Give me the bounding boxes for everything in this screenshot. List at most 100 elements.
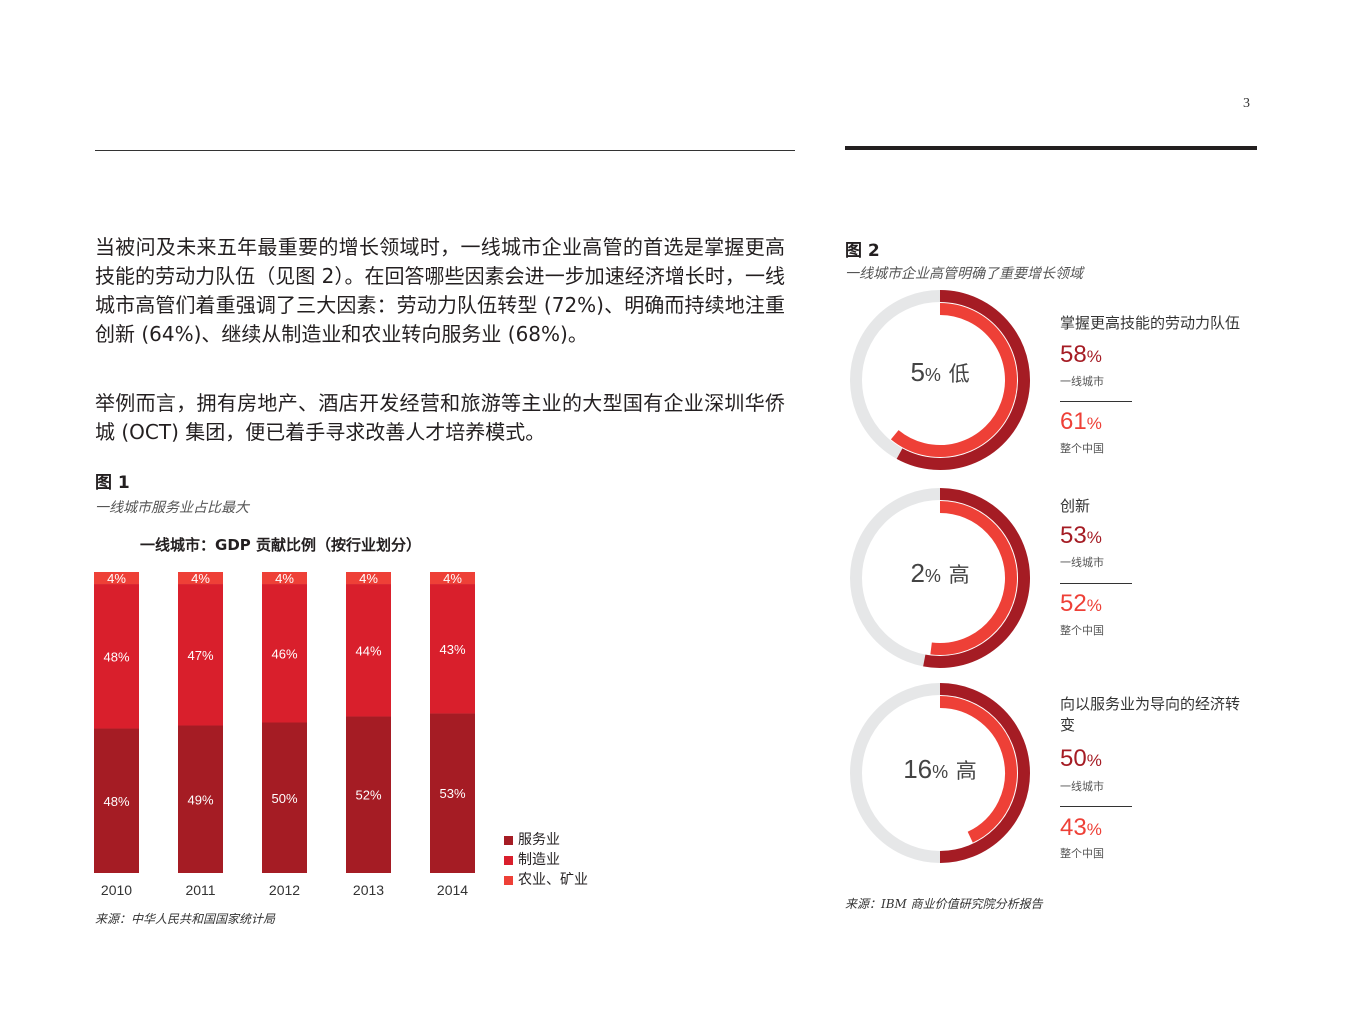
tier1-percent-sign: % xyxy=(1086,751,1102,770)
bar-segment xyxy=(178,572,223,585)
tier1-caption-innovation: 一线城市 xyxy=(1060,556,1104,569)
figure1-source: 来源：中华人民共和国国家统计局 xyxy=(95,912,276,926)
china-arc xyxy=(939,696,1017,843)
data-label: 49% xyxy=(187,792,213,807)
metric-divider xyxy=(1060,806,1132,807)
metric-heading-innovation: 创新 xyxy=(1060,497,1091,515)
x-tick-label: 2012 xyxy=(269,882,300,898)
legend-label-manufacturing: 制造业 xyxy=(518,852,560,868)
tier1-value-innovation: 53% xyxy=(1060,522,1102,550)
legend-item-manufacturing: 制造业 xyxy=(504,850,588,870)
donut-chart-services xyxy=(850,683,1030,863)
tier1-arc xyxy=(896,290,1030,470)
difference-level: 高 xyxy=(955,759,977,783)
x-tick-label: 2014 xyxy=(437,882,468,898)
tier1-number: 53 xyxy=(1060,522,1087,549)
legend-swatch-services xyxy=(504,835,513,845)
bar-segment xyxy=(178,725,223,873)
metric-heading-workforce: 掌握更高技能的劳动力队伍 xyxy=(1060,314,1241,332)
data-label: 47% xyxy=(187,648,213,663)
bar-segment xyxy=(262,584,307,723)
legend-label-services: 服务业 xyxy=(518,832,560,848)
bar-segment xyxy=(346,572,391,585)
header-rule-left xyxy=(95,150,795,151)
china-percent-sign: % xyxy=(1086,414,1102,433)
china-caption-workforce: 整个中国 xyxy=(1060,442,1104,455)
body-paragraph-2: 举例而言，拥有房地产、酒店开发经营和旅游等主业的大型国有企业深圳华侨城 (OCT… xyxy=(95,391,785,444)
donut-chart-workforce xyxy=(850,290,1030,470)
bar-segment xyxy=(94,728,139,873)
data-label: 4% xyxy=(191,571,210,586)
tier1-value-services: 50% xyxy=(1060,745,1102,773)
tier1-caption-workforce: 一线城市 xyxy=(1060,375,1104,388)
china-caption-innovation: 整个中国 xyxy=(1060,624,1104,637)
page-number: 3 xyxy=(1243,96,1250,111)
china-percent-sign: % xyxy=(1086,596,1102,615)
bar-segment xyxy=(94,584,139,729)
china-value-innovation: 52% xyxy=(1060,590,1102,618)
difference-percent-sign: % xyxy=(924,365,941,385)
difference-percent-sign: % xyxy=(932,762,949,782)
tier1-percent-sign: % xyxy=(1086,528,1102,547)
difference-percent-sign: % xyxy=(924,566,941,586)
bar-segment xyxy=(346,716,391,873)
x-tick-label: 2011 xyxy=(185,882,215,898)
tier1-number: 50 xyxy=(1060,745,1087,772)
bar-segment xyxy=(430,713,475,873)
legend-label-agriculture: 农业、矿业 xyxy=(518,872,588,888)
chart-legend: 服务业 制造业 农业、矿业 xyxy=(504,830,588,890)
difference-value: 5 xyxy=(910,357,925,387)
figure2-subtitle: 一线城市企业高管明确了重要增长领域 xyxy=(845,266,1083,282)
metric-divider xyxy=(1060,583,1132,584)
data-label: 52% xyxy=(355,788,381,803)
bar-segment xyxy=(94,572,139,585)
china-value-services: 43% xyxy=(1060,814,1102,842)
metric-divider xyxy=(1060,401,1132,402)
bar-segment xyxy=(262,572,307,585)
legend-item-agriculture: 农业、矿业 xyxy=(504,870,588,890)
bar-segment xyxy=(346,584,391,717)
difference-level: 低 xyxy=(948,362,970,386)
data-label: 50% xyxy=(271,791,297,806)
bar-segment xyxy=(262,722,307,873)
china-arc xyxy=(890,303,1017,457)
tier1-caption-services: 一线城市 xyxy=(1060,780,1104,793)
donut-chart-innovation xyxy=(850,488,1030,668)
tier1-number: 58 xyxy=(1060,341,1087,368)
legend-swatch-manufacturing xyxy=(504,855,513,865)
china-caption-services: 整个中国 xyxy=(1060,847,1104,860)
data-label: 4% xyxy=(443,571,462,586)
legend-swatch-agriculture xyxy=(504,875,513,885)
china-number: 43 xyxy=(1060,814,1087,841)
donut-center-workforce: 5% 低 xyxy=(847,357,1033,388)
data-label: 46% xyxy=(271,646,297,661)
difference-value: 16 xyxy=(903,754,933,784)
difference-level: 高 xyxy=(948,563,970,587)
donut-center-innovation: 2% 高 xyxy=(847,558,1033,589)
body-paragraph-1: 当被问及未来五年最重要的增长领域时，一线城市企业高管的首选是掌握更高技能的劳动力… xyxy=(95,235,785,346)
stacked-bar-chart: 48% 48% 4% 2010 49% 47% 4% 2011 50% 46% 4% 2012 52% 4… xyxy=(94,571,475,898)
figure2-source: 来源：IBM 商业价值研究院分析报告 xyxy=(845,897,1043,911)
tier1-percent-sign: % xyxy=(1086,347,1102,366)
china-number: 61 xyxy=(1060,408,1087,435)
difference-value: 2 xyxy=(910,558,925,588)
x-tick-label: 2010 xyxy=(101,882,132,898)
data-label: 48% xyxy=(103,794,129,809)
figure2-label: 图 2 xyxy=(845,241,880,261)
china-percent-sign: % xyxy=(1086,820,1102,839)
tier1-value-workforce: 58% xyxy=(1060,341,1102,369)
chart-title: 一线城市：GDP 贡献比例（按行业划分） xyxy=(140,536,421,554)
data-label: 4% xyxy=(275,571,294,586)
bar-segment xyxy=(430,572,475,585)
x-tick-label: 2013 xyxy=(353,882,384,898)
legend-item-services: 服务业 xyxy=(504,830,588,850)
figure1-label: 图 1 xyxy=(95,473,130,493)
china-value-workforce: 61% xyxy=(1060,408,1102,436)
bar-segment xyxy=(178,584,223,726)
data-label: 4% xyxy=(359,571,378,586)
tier1-arc xyxy=(923,488,1030,668)
metric-heading-services: 向以服务业为导向的经济转变 xyxy=(1060,695,1241,734)
figure1-subtitle: 一线城市服务业占比最大 xyxy=(95,500,249,516)
tier1-arc xyxy=(939,683,1030,863)
donut-center-services: 16% 高 xyxy=(847,754,1033,785)
